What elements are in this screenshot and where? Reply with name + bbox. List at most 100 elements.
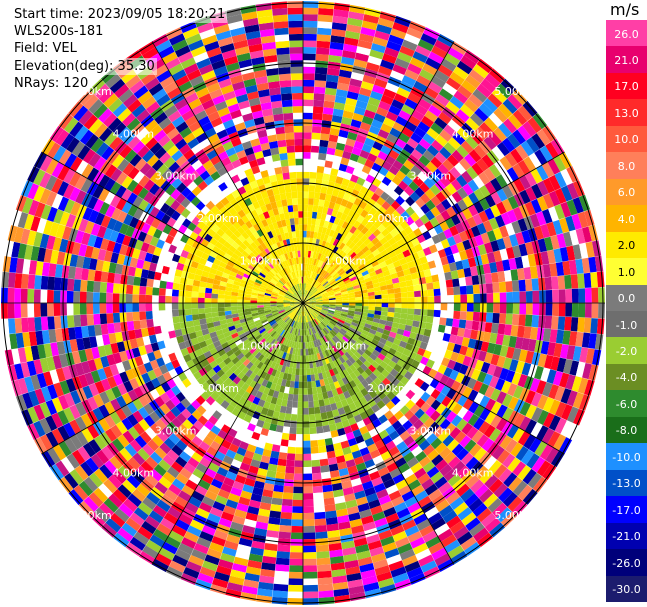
- velocity-gate: [488, 68, 505, 84]
- velocity-gate: [320, 337, 326, 344]
- velocity-gate: [328, 134, 339, 143]
- velocity-gate: [314, 308, 321, 312]
- velocity-gate: [375, 303, 382, 308]
- velocity-gate: [71, 351, 82, 365]
- velocity-gate: [284, 307, 291, 311]
- velocity-gate: [224, 540, 239, 551]
- velocity-gate: [273, 250, 280, 258]
- velocity-gate: [410, 326, 419, 334]
- velocity-gate: [286, 259, 291, 267]
- velocity-gate: [131, 488, 146, 502]
- velocity-gate: [305, 290, 308, 297]
- velocity-gate: [171, 309, 179, 317]
- velocity-gate: [356, 250, 365, 258]
- velocity-gate: [236, 352, 245, 361]
- velocity-gate: [431, 75, 446, 89]
- velocity-gate: [325, 153, 335, 162]
- velocity-gate: [303, 578, 318, 586]
- velocity-gate: [499, 435, 513, 450]
- velocity-gate: [165, 345, 175, 355]
- velocity-gate: [288, 20, 303, 28]
- velocity-gate: [236, 93, 249, 104]
- velocity-gate: [305, 270, 309, 278]
- velocity-gate: [462, 386, 473, 399]
- velocity-gate: [55, 367, 66, 383]
- velocity-gate: [307, 307, 314, 312]
- velocity-gate: [288, 258, 293, 266]
- velocity-gate: [163, 81, 179, 94]
- velocity-gate: [277, 234, 283, 242]
- velocity-gate: [289, 327, 294, 334]
- velocity-gate: [459, 364, 469, 375]
- velocity-gate: [228, 575, 245, 586]
- velocity-gate: [14, 303, 22, 319]
- velocity-gate: [162, 541, 178, 555]
- velocity-gate: [377, 215, 387, 224]
- velocity-gate: [116, 253, 126, 265]
- velocity-gate: [519, 303, 527, 315]
- velocity-gate: [287, 14, 303, 22]
- velocity-gate: [293, 257, 297, 265]
- velocity-gate: [101, 445, 115, 461]
- velocity-gate: [381, 219, 391, 229]
- velocity-gate: [288, 265, 293, 273]
- velocity-gate: [333, 343, 341, 351]
- velocity-gate: [309, 278, 313, 285]
- velocity-gate: [78, 374, 89, 388]
- velocity-gate: [270, 268, 277, 276]
- velocity-gate: [324, 504, 336, 512]
- velocity-gate: [283, 178, 291, 187]
- velocity-gate: [210, 117, 223, 128]
- velocity-gate: [81, 325, 90, 338]
- velocity-gate: [305, 283, 308, 291]
- velocity-gate: [312, 272, 317, 279]
- velocity-gate: [230, 137, 242, 148]
- velocity-gate: [285, 192, 292, 200]
- velocity-gate: [294, 308, 300, 314]
- velocity-gate: [380, 450, 392, 461]
- velocity-gate: [214, 325, 222, 332]
- velocity-gate: [166, 449, 180, 462]
- velocity-gate: [287, 591, 303, 599]
- velocity-gate: [279, 80, 292, 88]
- velocity-gate: [400, 313, 408, 320]
- velocity-gate: [69, 156, 83, 172]
- velocity-gate: [465, 474, 480, 489]
- velocity-gate: [307, 387, 313, 395]
- velocity-gate: [522, 468, 537, 485]
- velocity-gate: [36, 218, 47, 234]
- velocity-gate: [486, 363, 497, 376]
- velocity-gate: [403, 159, 415, 171]
- velocity-gate: [201, 496, 215, 507]
- velocity-gate: [411, 484, 425, 497]
- velocity-gate: [86, 167, 100, 182]
- velocity-gate: [23, 214, 35, 230]
- velocity-gate: [163, 437, 176, 450]
- velocity-gate: [348, 11, 365, 21]
- velocity-gate: [291, 305, 298, 309]
- velocity-gate: [198, 93, 212, 105]
- velocity-gate: [340, 198, 349, 207]
- velocity-gate: [267, 209, 275, 218]
- velocity-gate: [59, 380, 71, 395]
- velocity-gate: [233, 320, 241, 326]
- velocity-gate: [356, 382, 365, 392]
- velocity-gate: [267, 283, 275, 289]
- velocity-gate: [245, 212, 254, 221]
- velocity-gate: [395, 425, 407, 436]
- velocity-gate: [316, 283, 322, 290]
- velocity-gate: [303, 33, 317, 41]
- velocity-gate: [199, 318, 207, 325]
- velocity-gate: [93, 123, 108, 138]
- velocity-gate: [393, 93, 408, 105]
- velocity-gate: [98, 418, 111, 432]
- velocity-gate: [250, 297, 258, 301]
- velocity-gate: [377, 224, 386, 233]
- velocity-gate: [300, 322, 302, 330]
- velocity-gate: [24, 346, 34, 362]
- velocity-gate: [277, 364, 283, 372]
- velocity-gate: [244, 341, 252, 349]
- velocity-gate: [281, 268, 287, 276]
- velocity-gate: [471, 430, 484, 444]
- velocity-gate: [7, 303, 15, 319]
